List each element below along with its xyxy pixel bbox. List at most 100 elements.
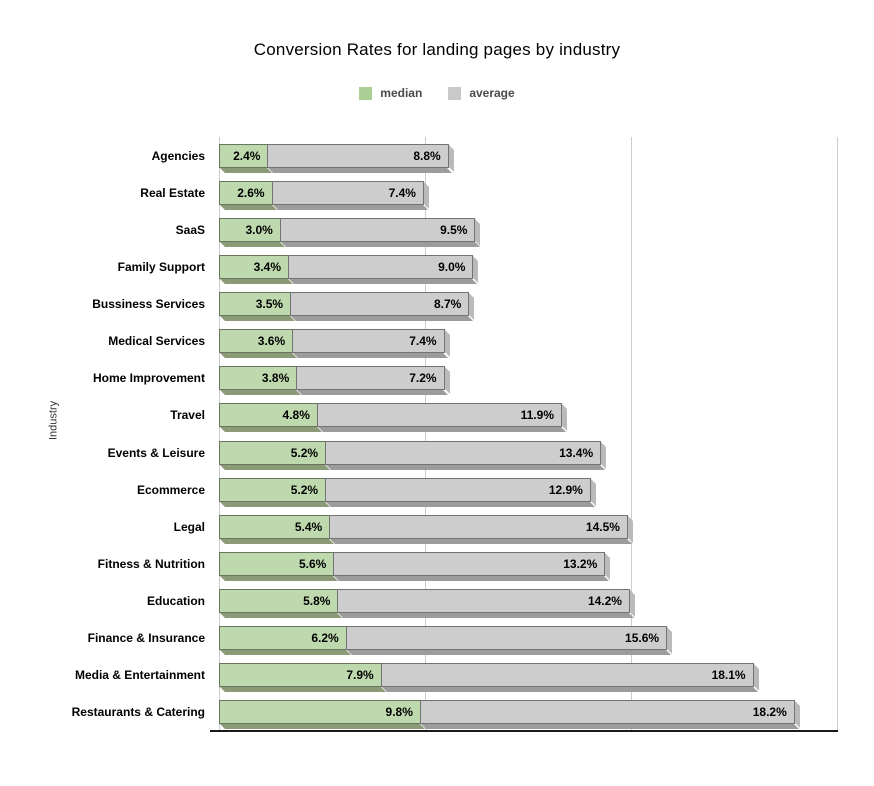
row-label: Fitness & Nutrition xyxy=(97,556,205,571)
bar-row: Bussiness Services 3.5% 8.7% xyxy=(0,286,838,323)
average-value-label: 18.1% xyxy=(711,668,746,683)
median-value-label: 5.2% xyxy=(290,445,319,460)
average-value-label: 15.6% xyxy=(625,631,660,646)
median-bar-segment: 3.4% xyxy=(219,254,290,279)
average-value-label: 13.2% xyxy=(563,556,598,571)
average-bar-segment: 7.2% xyxy=(296,366,445,391)
row-label: Finance & Insurance xyxy=(87,631,205,646)
median-bar-segment: 5.2% xyxy=(219,440,327,465)
average-value-label: 18.2% xyxy=(752,705,787,720)
median-bar-segment: 4.8% xyxy=(219,403,318,428)
median-value-label: 5.4% xyxy=(294,519,323,534)
bar-group: 6.2% 15.6% xyxy=(219,620,668,657)
median-value-label: 2.4% xyxy=(233,148,261,163)
bar-row: Fitness & Nutrition 5.6% 13.2% xyxy=(0,545,838,582)
average-bar-segment: 13.2% xyxy=(333,551,606,576)
row-label: Medical Services xyxy=(108,334,205,349)
median-value-label: 3.4% xyxy=(253,259,282,274)
bar-row: Events & Leisure 5.2% 13.4% xyxy=(0,434,838,471)
average-bar-segment: 18.2% xyxy=(419,700,795,725)
median-value-label: 5.8% xyxy=(303,594,331,609)
bar-rows: Agencies 2.4% 8.8% Real Estate 2.6% 7.4%… xyxy=(0,137,838,731)
gridline-10 xyxy=(424,137,426,731)
bar-row: Family Support 3.4% 9.0% xyxy=(0,248,838,285)
chart-title: Conversion Rates for landing pages by in… xyxy=(253,40,621,59)
bar-row: SaaS 3.0% 9.5% xyxy=(0,211,838,248)
average-value-label: 7.2% xyxy=(409,371,437,386)
median-value-label: 4.8% xyxy=(282,408,310,423)
bar-group: 3.8% 7.2% xyxy=(219,360,445,397)
median-bar-segment: 3.6% xyxy=(219,329,294,354)
average-bar-segment: 13.4% xyxy=(325,440,602,465)
average-value-label: 14.5% xyxy=(585,519,620,534)
average-bar-segment: 9.5% xyxy=(279,217,476,242)
median-bar-segment: 6.2% xyxy=(219,626,347,651)
plot-area xyxy=(219,137,838,731)
median-bar-segment: 5.4% xyxy=(219,514,331,539)
bar-row: Medical Services 3.6% 7.4% xyxy=(0,323,838,360)
average-value-label: 11.9% xyxy=(520,408,554,423)
bar-group: 2.6% 7.4% xyxy=(219,174,424,211)
average-bar-segment: 8.8% xyxy=(267,143,449,168)
average-bar-segment: 9.0% xyxy=(288,254,474,279)
median-value-label: 3.0% xyxy=(245,222,273,237)
average-bar-segment: 14.2% xyxy=(337,589,630,614)
bar-row: Agencies 2.4% 8.8% xyxy=(0,137,838,174)
average-bar-segment: 7.4% xyxy=(271,180,424,205)
bar-group: 7.9% 18.1% xyxy=(219,657,754,694)
row-label: Media & Entertainment xyxy=(74,668,205,683)
row-label: Legal xyxy=(173,519,205,534)
median-value-label: 3.8% xyxy=(261,371,290,386)
bar-row: Restaurants & Catering 9.8% 18.2% xyxy=(0,694,838,731)
bar-row: Travel 4.8% 11.9% xyxy=(0,397,838,434)
average-bar-segment: 18.1% xyxy=(380,663,754,688)
bar-group: 4.8% 11.9% xyxy=(219,397,562,434)
row-label: Agencies xyxy=(151,148,205,163)
median-value-label: 5.2% xyxy=(290,482,319,497)
bar-group: 5.4% 14.5% xyxy=(219,508,628,545)
bar-group: 5.2% 12.9% xyxy=(219,471,591,508)
median-bar-segment: 2.4% xyxy=(219,143,269,168)
median-value-label: 3.5% xyxy=(255,297,284,312)
average-bar-segment: 12.9% xyxy=(325,477,591,502)
median-value-label: 3.6% xyxy=(257,334,286,349)
average-bar-segment: 8.7% xyxy=(290,292,470,317)
bar-row: Education 5.8% 14.2% xyxy=(0,583,838,620)
bar-row: Media & Entertainment 7.9% 18.1% xyxy=(0,657,838,694)
bar-group: 5.8% 14.2% xyxy=(219,583,630,620)
median-bar-segment: 9.8% xyxy=(219,700,421,725)
bar-group: 3.4% 9.0% xyxy=(219,248,474,285)
gridline-30 xyxy=(837,137,838,731)
bar-group: 5.2% 13.4% xyxy=(219,434,602,471)
x-axis-line xyxy=(210,730,838,732)
bar-group: 3.5% 8.7% xyxy=(219,286,470,323)
median-value-label: 7.9% xyxy=(346,668,374,683)
average-value-label: 9.0% xyxy=(438,259,466,274)
median-bar-segment: 3.8% xyxy=(219,366,298,391)
median-value-label: 5.6% xyxy=(299,556,327,571)
average-bar-segment: 15.6% xyxy=(345,626,668,651)
average-value-label: 7.4% xyxy=(388,185,416,200)
average-value-label: 8.7% xyxy=(433,297,462,312)
row-label: Real Estate xyxy=(140,185,205,200)
legend-item-average: average xyxy=(448,86,515,100)
legend-label-average: average xyxy=(469,86,515,100)
median-bar-segment: 5.6% xyxy=(219,551,335,576)
bar-row: Home Improvement 3.8% 7.2% xyxy=(0,360,838,397)
average-bar-segment: 14.5% xyxy=(329,514,628,539)
bar-row: Real Estate 2.6% 7.4% xyxy=(0,174,838,211)
legend: median average xyxy=(0,86,874,100)
bar-row: Finance & Insurance 6.2% 15.6% xyxy=(0,620,838,657)
median-bar-segment: 3.5% xyxy=(219,292,292,317)
median-bar-segment: 5.2% xyxy=(219,477,327,502)
median-bar-segment: 7.9% xyxy=(219,663,382,688)
median-swatch-icon xyxy=(359,86,373,100)
median-bar-segment: 3.0% xyxy=(219,217,281,242)
median-value-label: 2.6% xyxy=(237,185,265,200)
bar-group: 5.6% 13.2% xyxy=(219,545,606,582)
row-label: Ecommerce xyxy=(136,482,205,497)
median-bar-segment: 2.6% xyxy=(219,180,273,205)
bar-group: 9.8% 18.2% xyxy=(219,694,795,731)
bar-group: 2.4% 8.8% xyxy=(219,137,449,174)
